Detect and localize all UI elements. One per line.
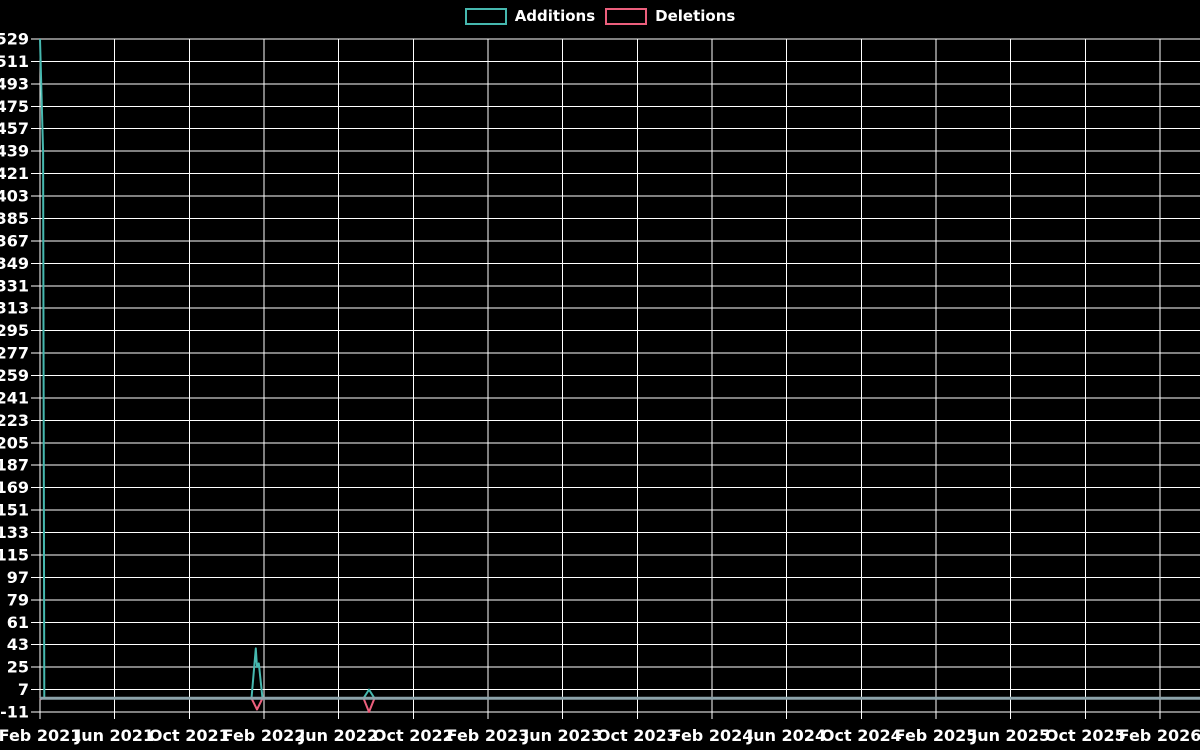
y-tick-label: 259	[0, 366, 29, 385]
y-tick-label: 241	[0, 388, 29, 407]
x-tick-label: Jun 2023	[522, 726, 602, 745]
y-tick-label: 169	[0, 478, 29, 497]
x-tick-label: Feb 2025	[895, 726, 978, 745]
y-tick-label: 475	[0, 97, 29, 116]
y-tick-label: 457	[0, 119, 29, 138]
x-tick-label: Oct 2025	[1045, 726, 1126, 745]
y-tick-label: 349	[0, 254, 29, 273]
legend-item-deletions[interactable]: Deletions	[605, 7, 735, 26]
additions-swatch-icon	[464, 8, 507, 25]
y-tick-label: 151	[0, 501, 29, 520]
deletions-swatch-icon	[605, 8, 648, 25]
x-tick-label: Feb 2023	[447, 726, 530, 745]
y-tick-label: 403	[0, 187, 29, 206]
y-tick-label: -11	[0, 703, 29, 722]
y-tick-label: 223	[0, 411, 29, 430]
legend-item-additions[interactable]: Additions	[464, 7, 596, 26]
x-tick-label: Jun 2022	[298, 726, 378, 745]
x-tick-label: Jun 2024	[746, 726, 826, 745]
y-tick-label: 115	[0, 545, 29, 564]
y-tick-label: 385	[0, 209, 29, 228]
x-tick-label: Oct 2021	[149, 726, 230, 745]
x-tick-label: Oct 2023	[597, 726, 678, 745]
y-tick-label: 331	[0, 276, 29, 295]
y-tick-label: 367	[0, 231, 29, 250]
x-tick-label: Feb 2026	[1119, 726, 1200, 745]
legend-label-deletions: Deletions	[655, 7, 736, 25]
y-tick-label: 25	[7, 658, 29, 677]
y-tick-label: 61	[7, 613, 29, 632]
x-tick-label: Oct 2024	[821, 726, 902, 745]
x-tick-label: Feb 2024	[671, 726, 754, 745]
y-tick-label: 187	[0, 456, 29, 475]
series-line-additions	[39, 38, 1200, 700]
y-tick-label: 97	[7, 568, 29, 587]
chart-legend: Additions Deletions	[0, 7, 1200, 26]
y-tick-label: 529	[0, 30, 29, 49]
legend-label-additions: Additions	[514, 7, 596, 25]
y-tick-label: 421	[0, 164, 29, 183]
y-tick-label: 133	[0, 523, 29, 542]
y-tick-label: 7	[18, 680, 29, 699]
y-tick-label: 493	[0, 74, 29, 93]
y-tick-label: 295	[0, 321, 29, 340]
y-tick-label: 205	[0, 433, 29, 452]
y-tick-label: 79	[7, 590, 29, 609]
x-tick-label: Jun 2025	[970, 726, 1050, 745]
x-tick-label: Feb 2022	[223, 726, 306, 745]
y-tick-label: 277	[0, 344, 29, 363]
x-tick-label: Feb 2021	[0, 726, 81, 745]
x-tick-label: Jun 2021	[74, 726, 154, 745]
y-tick-label: 313	[0, 299, 29, 318]
series-line-deletions	[39, 697, 1200, 713]
y-tick-label: 43	[7, 635, 29, 654]
x-tick-label: Oct 2022	[373, 726, 454, 745]
y-tick-label: 439	[0, 142, 29, 161]
y-tick-label: 511	[0, 52, 29, 71]
